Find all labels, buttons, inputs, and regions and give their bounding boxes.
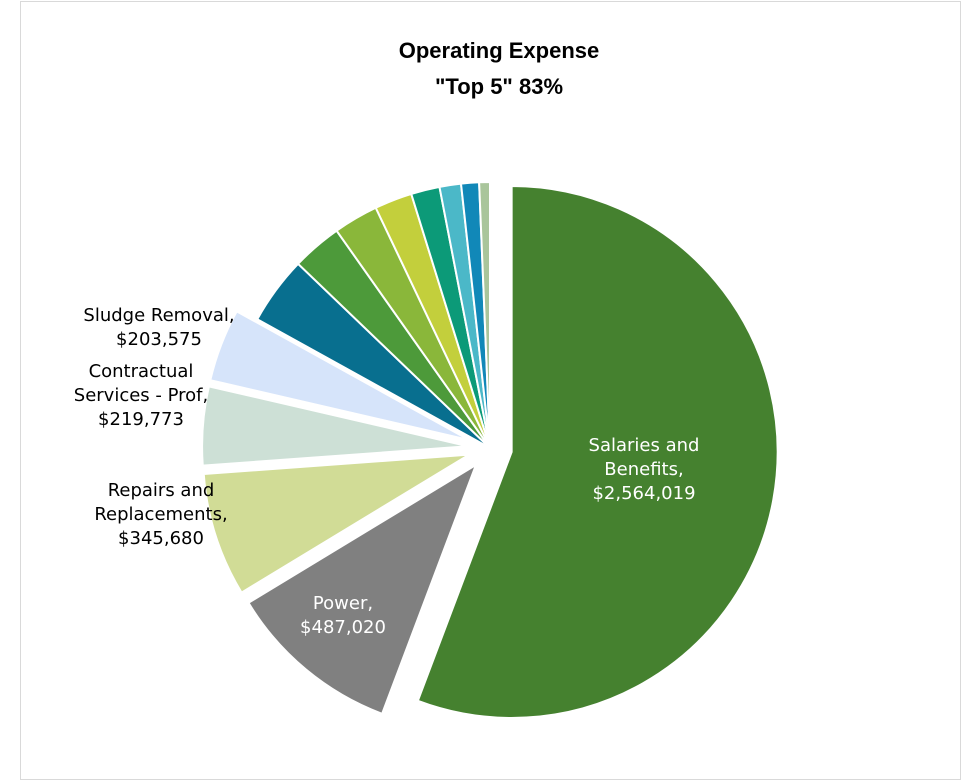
data-label-line: $219,773 [98,409,184,430]
data-label-line: $203,575 [116,329,202,350]
chart-title-line-2: "Top 5" 83% [435,74,563,99]
data-label-sludge-removal: Sludge Removal, $203,575 [83,305,234,350]
data-label-salaries-and-benefits: Salaries and Benefits, $2,564,019 [589,435,700,504]
data-labels: Salaries and Benefits, $2,564,019 Power, $48… [74,305,700,638]
pie-slices [201,180,779,719]
pie-slice-repairs-and-replacements [202,453,470,594]
data-label-line: $2,564,019 [592,483,695,504]
data-label-line: Benefits, [604,459,683,480]
data-label-line: Sludge Removal, [83,305,234,326]
pie-slice-salaries-and-benefits [416,184,779,719]
data-label-power: Power, $487,020 [300,593,386,638]
data-label-repairs-and-replacements: Repairs and Replacements, $345,680 [94,480,227,549]
data-label-contractual-services-prof: Contractual Services - Prof, $219,773 [74,361,208,430]
pie-slice-contractual-services-prof [201,385,469,467]
data-label-line: $487,020 [300,617,386,638]
data-label-line: Services - Prof, [74,385,208,406]
chart-title-line-1: Operating Expense [399,38,600,63]
data-label-line: Salaries and [589,435,700,456]
data-label-line: Repairs and [108,480,215,501]
pie-slice-unlabeled-12 [478,180,491,449]
data-label-line: Replacements, [94,504,227,525]
pie-slice-power [247,462,478,716]
chart-area: Operating Expense "Top 5" 83% Salaries a… [20,1,961,780]
data-label-line: $345,680 [118,528,204,549]
pie-slice-sludge-removal [209,309,470,442]
pie-chart: Operating Expense "Top 5" 83% Salaries a… [74,38,779,719]
data-label-line: Contractual [89,361,194,382]
data-label-line: Power, [313,593,373,614]
